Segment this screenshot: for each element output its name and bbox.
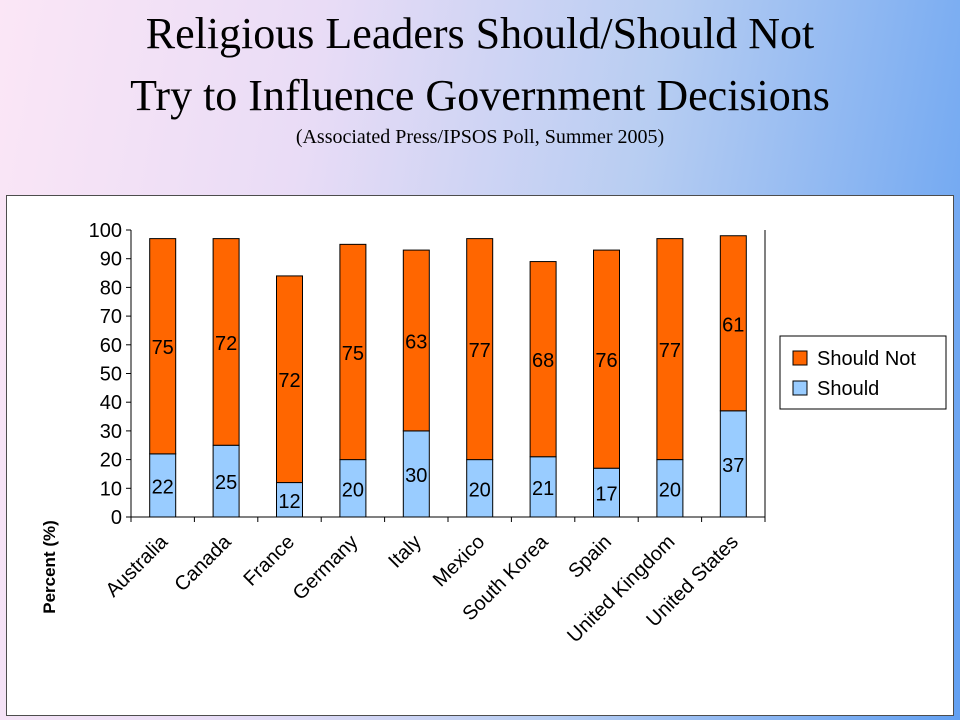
y-axis-label: Percent (%): [40, 520, 59, 614]
data-label-should: 22: [152, 476, 174, 498]
bar-should: [339, 459, 367, 518]
legend-box: [779, 335, 947, 410]
data-label-should-not: 61: [722, 314, 744, 336]
bar-should-not: [466, 238, 494, 461]
bar-should-not: [276, 275, 303, 484]
chart-subtitle: (Associated Press/IPSOS Poll, Summer 200…: [295, 126, 665, 148]
x-tick-label: Spain: [564, 531, 616, 583]
x-tick-label: Mexico: [429, 531, 489, 591]
x-tick-label: Canada: [171, 530, 237, 596]
data-label-should-not: 68: [532, 350, 554, 372]
data-labels: 22 75 25 72 12 72 20 75 30 63 20 77 21 68 17 76 20 77 37 61: [152, 314, 745, 513]
x-tick-label: Australia: [102, 530, 173, 601]
y-tick-label: 10: [100, 478, 122, 500]
data-label-should-not: 72: [215, 333, 237, 355]
data-label-should-not: 63: [405, 331, 427, 353]
bar-should: [529, 456, 557, 518]
data-label-should: 25: [215, 472, 237, 494]
legend: Should Not Should: [779, 335, 947, 410]
y-tick-label: 80: [100, 277, 122, 299]
y-tick-label: 60: [100, 335, 122, 357]
chart-area: 0 10 20 30 40 50 60 70 80 90 100 22 75 25 72 12 72 20 75 3…: [6, 195, 954, 716]
data-label-should: 30: [405, 465, 427, 487]
data-label-should: 20: [469, 479, 491, 501]
bars: [149, 235, 747, 518]
bar-should: [402, 430, 430, 518]
bar-should-not: [149, 238, 177, 455]
bar-should: [719, 410, 747, 518]
bar-should: [593, 467, 620, 518]
y-tick-label: 100: [89, 220, 122, 242]
x-tick-label: Italy: [384, 531, 425, 572]
bar-should: [466, 459, 494, 518]
bar-should: [212, 444, 240, 518]
y-tick-label: 30: [100, 421, 122, 443]
x-tick-label: Germany: [289, 531, 363, 605]
data-label-should: 37: [722, 455, 744, 477]
legend-label-should: Should: [817, 378, 879, 400]
x-tick-label: United Kingdom: [563, 531, 679, 647]
bar-should-not: [529, 261, 557, 458]
y-tick-label: 70: [100, 306, 122, 328]
axes: 0 10 20 30 40 50 60 70 80 90 100: [89, 220, 766, 529]
bar-should-not: [593, 249, 620, 469]
y-tick-label: 50: [100, 364, 122, 386]
y-tick-label: 20: [100, 450, 122, 472]
chart-title-line-2: Try to Influence Government Decisions: [130, 71, 830, 120]
bar-should-not: [656, 238, 684, 461]
x-tick-label: France: [239, 531, 299, 591]
bar-should: [656, 459, 684, 518]
data-label-should-not: 76: [595, 350, 617, 372]
data-label-should-not: 72: [278, 370, 300, 392]
bar-should-not: [212, 238, 240, 446]
bar-should-not: [339, 243, 367, 461]
y-tick-label: 90: [100, 249, 122, 271]
stacked-bar-chart: 0 10 20 30 40 50 60 70 80 90 100 22 75 25 72 12 72 20 75 3…: [40, 220, 947, 647]
bar-should-not: [402, 249, 430, 432]
data-label-should: 21: [532, 478, 554, 500]
legend-swatch-should: [792, 380, 808, 396]
y-tick-label: 40: [100, 392, 122, 414]
data-label-should: 20: [342, 479, 364, 501]
data-label-should-not: 77: [659, 340, 681, 362]
y-tick-label: 0: [111, 507, 122, 529]
data-label-should: 17: [595, 484, 617, 506]
data-label-should-not: 75: [342, 343, 364, 365]
bar-should-not: [719, 235, 747, 412]
legend-swatch-should-not: [792, 350, 808, 366]
legend-label-should-not: Should Not: [817, 348, 916, 370]
data-label-should-not: 75: [152, 337, 174, 359]
data-label-should: 20: [659, 479, 681, 501]
data-label-should-not: 77: [469, 340, 491, 362]
chart-title-line-1: Religious Leaders Should/Should Not: [145, 9, 815, 58]
data-label-should: 12: [278, 491, 300, 513]
